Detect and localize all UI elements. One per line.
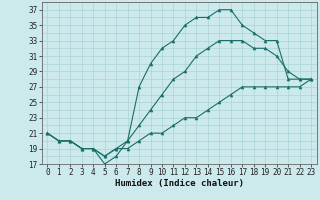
X-axis label: Humidex (Indice chaleur): Humidex (Indice chaleur) <box>115 179 244 188</box>
